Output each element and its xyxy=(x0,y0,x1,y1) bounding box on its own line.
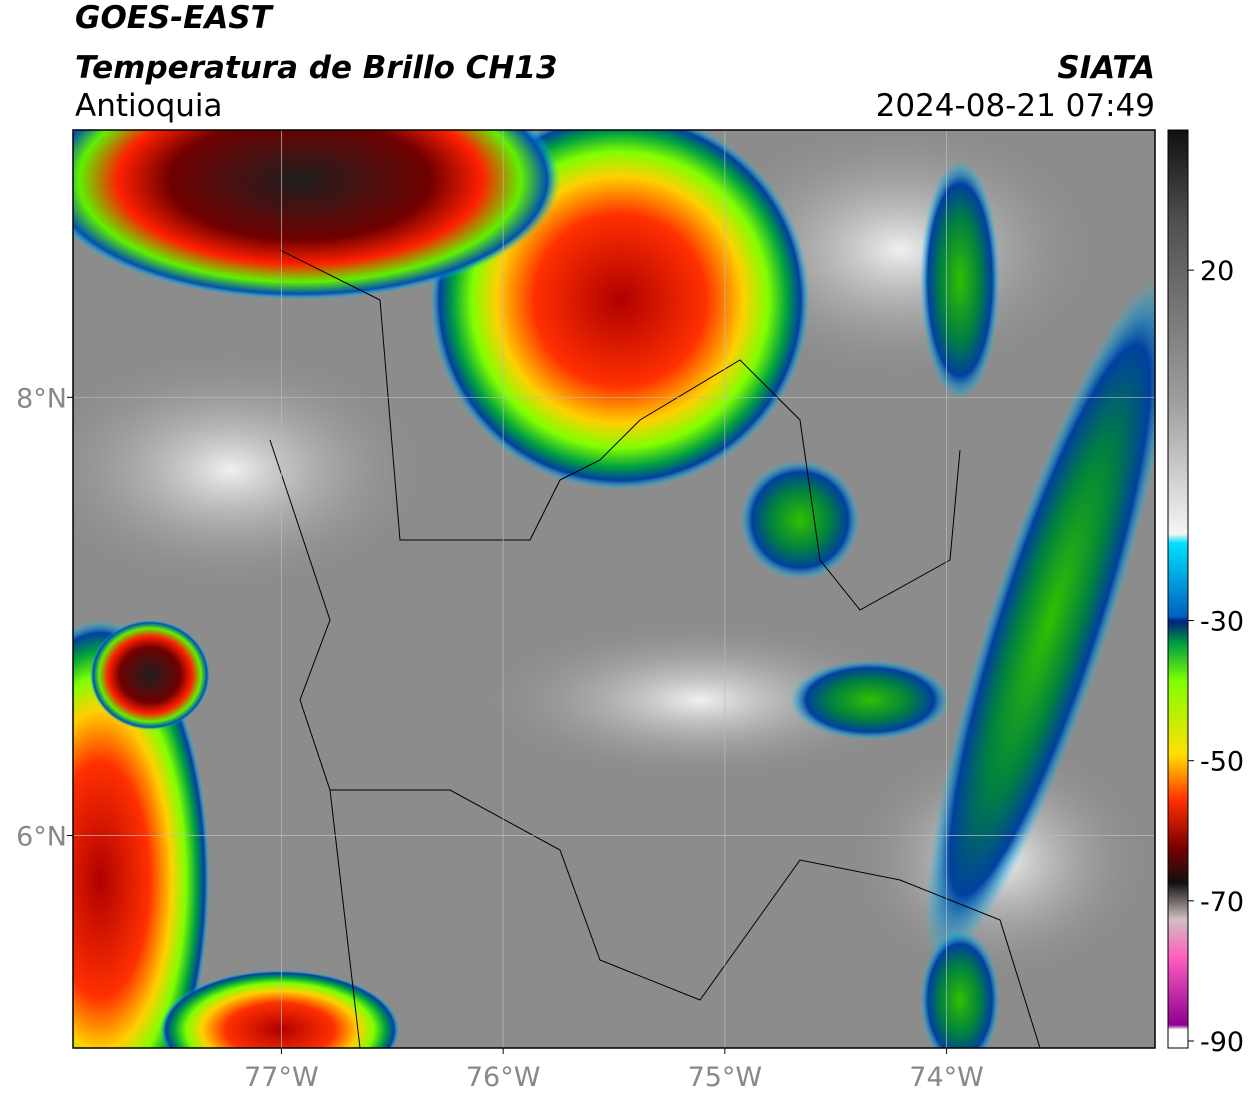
colorbar xyxy=(1167,129,1189,1049)
colorbar-label: -70 xyxy=(1200,887,1244,918)
datetime: 2024-08-21 07:49 xyxy=(876,88,1155,124)
title: GOES-EAST xyxy=(75,0,275,36)
colorbar-label: -50 xyxy=(1200,747,1244,778)
map-frame xyxy=(72,129,1156,1049)
lon-label: 75°W xyxy=(688,1062,763,1093)
colorbar-label: -90 xyxy=(1200,1027,1244,1058)
satellite-image xyxy=(73,130,1155,1048)
colorbar-label: 20 xyxy=(1200,256,1234,287)
lat-label: 6°N xyxy=(16,821,67,852)
subtitle: Temperatura de Brillo CH13 xyxy=(75,50,558,86)
lon-label: 77°W xyxy=(244,1062,319,1093)
lon-label: 76°W xyxy=(466,1062,541,1093)
lat-label: 8°N xyxy=(16,383,67,414)
lon-label: 74°W xyxy=(909,1062,984,1093)
colorbar-label: -30 xyxy=(1200,607,1244,638)
region: Antioquia xyxy=(75,88,223,124)
source: SIATA xyxy=(1057,50,1155,86)
